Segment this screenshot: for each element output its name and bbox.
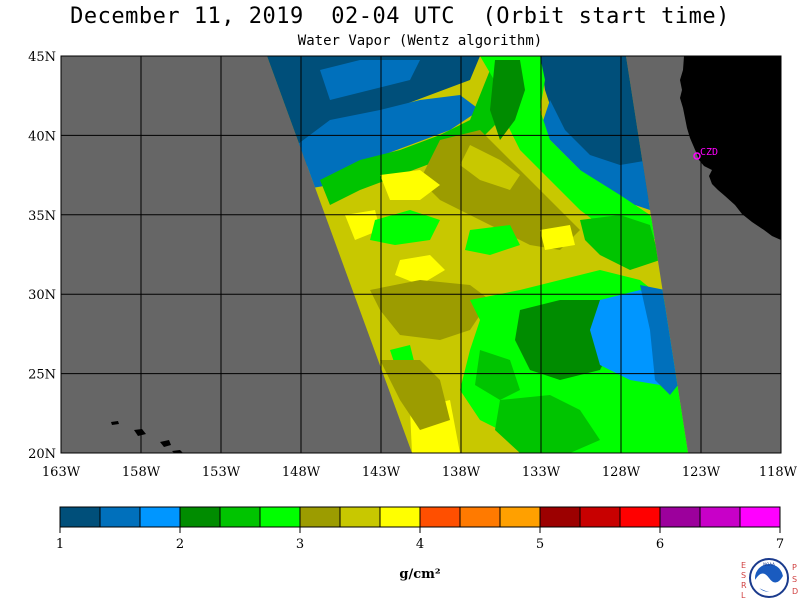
hawaii-islands	[111, 421, 183, 453]
colorbar-tick-label: 1	[56, 537, 64, 552]
colorbar-segment	[700, 507, 741, 527]
colorbar-units-label: g/cm²	[399, 567, 440, 582]
station-label: CZD	[700, 147, 718, 158]
latitude-tick-label: 30N	[28, 288, 56, 303]
longitude-tick-label: 128W	[602, 465, 641, 480]
svg-text:S: S	[741, 571, 746, 580]
svg-text:NOAA: NOAA	[763, 562, 775, 567]
svg-text:E: E	[741, 561, 746, 570]
colorbar-segment	[180, 507, 221, 527]
colorbar-segment	[260, 507, 301, 527]
colorbar-tick-labels: 1 2 3 4 5 6 7	[56, 527, 784, 552]
lat-lon-grid	[61, 56, 781, 453]
station-marker: CZD	[693, 147, 718, 160]
colorbar-segment	[580, 507, 621, 527]
svg-text:S: S	[792, 575, 797, 584]
colorbar-segment	[340, 507, 381, 527]
longitude-labels: 163W 158W 153W 148W 143W 138W 133W 128W 123W 118W	[42, 465, 798, 480]
colorbar-tick-label: 5	[536, 537, 544, 552]
latitude-tick-label: 45N	[28, 50, 56, 65]
plot-border	[60, 55, 782, 454]
longitude-tick-label: 163W	[42, 465, 81, 480]
colorbar-segment	[380, 507, 421, 527]
longitude-tick-label: 133W	[522, 465, 561, 480]
map-title: December 11, 2019 02-04 UTC (Orbit start…	[70, 4, 730, 29]
colorbar	[59, 506, 781, 528]
svg-text:D: D	[792, 587, 798, 596]
latitude-labels: 45N 40N 35N 30N 25N 20N	[28, 50, 56, 462]
longitude-tick-label: 138W	[442, 465, 481, 480]
colorbar-segment	[500, 507, 541, 527]
noaa-esrl-psd-logo: E S R L P S D NOAA	[741, 558, 798, 600]
latitude-tick-label: 40N	[28, 129, 56, 144]
colorbar-segment	[540, 507, 581, 527]
latitude-tick-label: 20N	[28, 447, 56, 462]
longitude-tick-label: 123W	[682, 465, 721, 480]
svg-text:R: R	[741, 581, 747, 590]
north-america-land	[680, 56, 781, 240]
latitude-tick-label: 25N	[28, 368, 56, 383]
longitude-tick-label: 153W	[202, 465, 241, 480]
colorbar-segment	[460, 507, 501, 527]
longitude-tick-label: 118W	[759, 465, 798, 480]
colorbar-segment	[220, 507, 261, 527]
colorbar-tick-label: 4	[416, 537, 424, 552]
colorbar-segment	[660, 507, 701, 527]
longitude-tick-label: 158W	[122, 465, 161, 480]
colorbar-segment	[420, 507, 461, 527]
colorbar-tick-label: 6	[656, 537, 664, 552]
svg-text:P: P	[792, 563, 797, 572]
satellite-swath	[267, 56, 688, 453]
longitude-tick-label: 143W	[362, 465, 401, 480]
colorbar-tick-label: 3	[296, 537, 304, 552]
colorbar-segment	[740, 507, 781, 527]
colorbar-segment	[100, 507, 141, 527]
colorbar-segment	[140, 507, 181, 527]
latitude-tick-label: 35N	[28, 209, 56, 224]
longitude-tick-label: 148W	[282, 465, 321, 480]
colorbar-tick-label: 7	[776, 537, 784, 552]
colorbar-segment	[60, 507, 101, 527]
colorbar-segment	[300, 507, 341, 527]
map-subtitle: Water Vapor (Wentz algorithm)	[297, 33, 543, 49]
colorbar-segment	[620, 507, 661, 527]
colorbar-tick-label: 2	[176, 537, 184, 552]
svg-text:L: L	[741, 591, 746, 600]
